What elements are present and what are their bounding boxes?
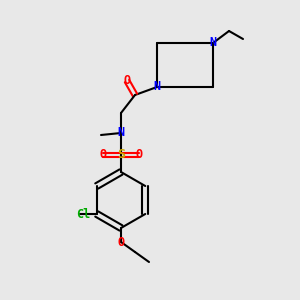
Text: O: O bbox=[117, 236, 124, 248]
Text: N: N bbox=[209, 37, 217, 50]
Text: O: O bbox=[123, 74, 130, 88]
Text: N: N bbox=[117, 127, 124, 140]
Text: O: O bbox=[135, 148, 142, 161]
Text: O: O bbox=[99, 148, 106, 161]
Text: Cl: Cl bbox=[76, 208, 90, 220]
Text: S: S bbox=[117, 148, 125, 161]
Text: N: N bbox=[153, 80, 161, 94]
